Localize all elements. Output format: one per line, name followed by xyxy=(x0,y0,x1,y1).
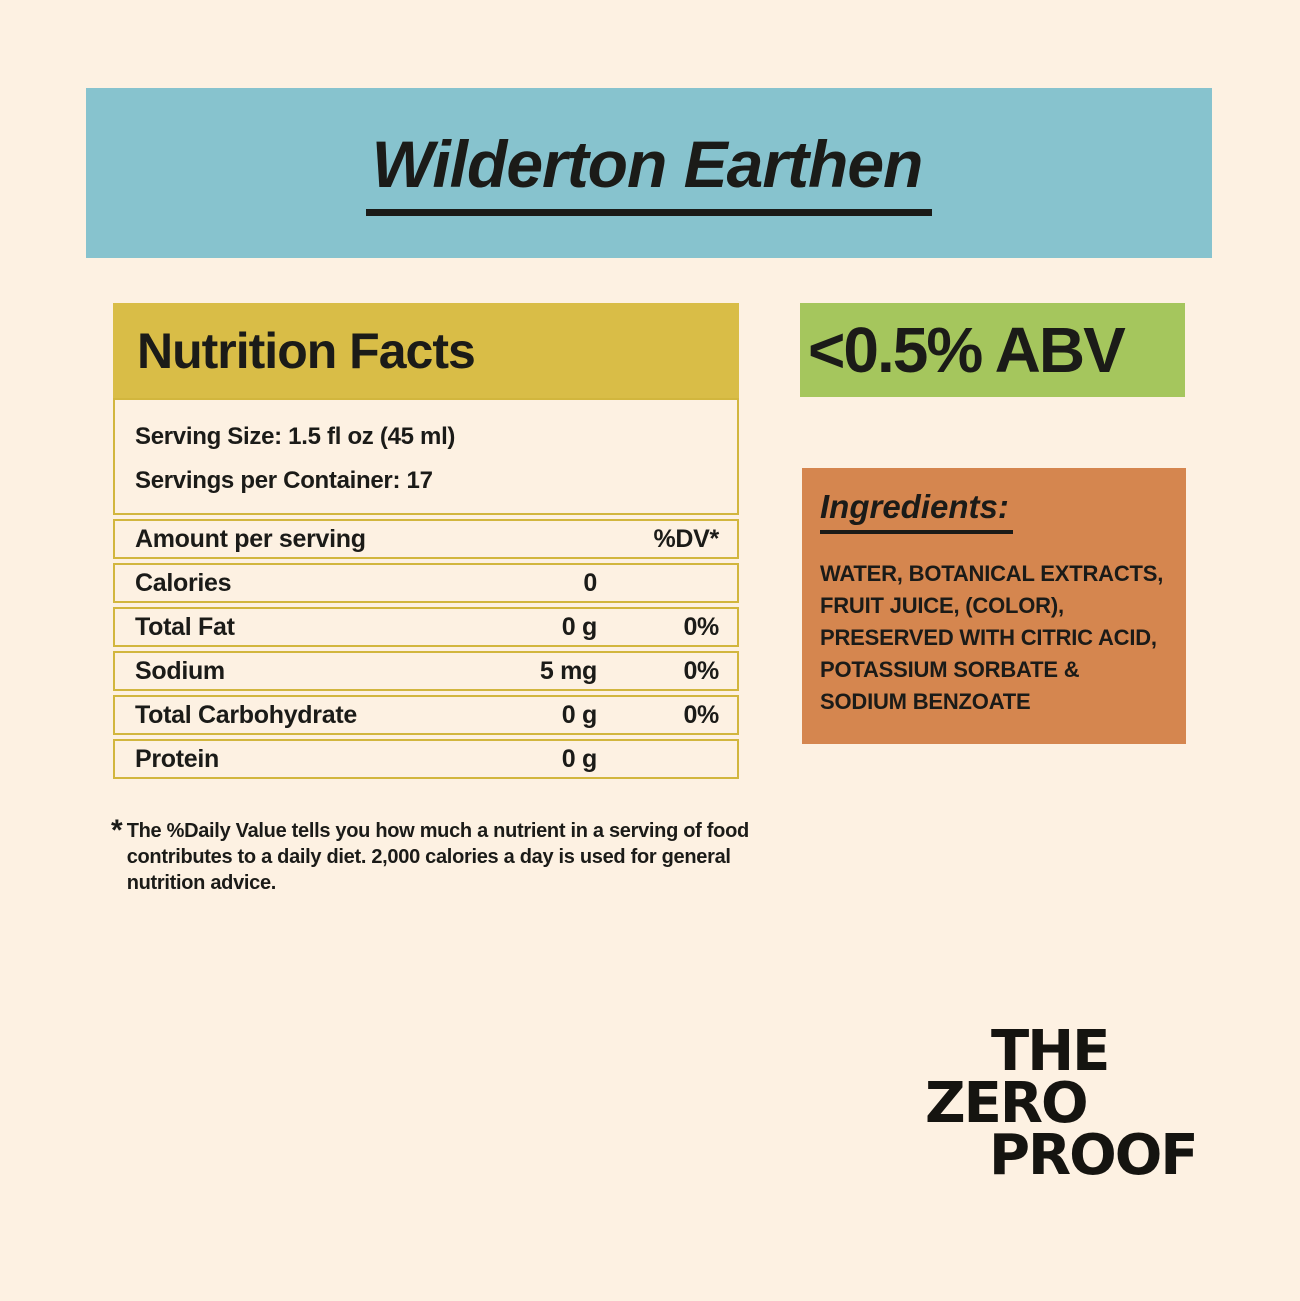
abv-badge: <0.5% ABV xyxy=(800,303,1185,397)
abv-value: <0.5% ABV xyxy=(808,314,1126,386)
amount-per-serving-header: Amount per serving xyxy=(135,524,366,553)
row-label: Total Fat xyxy=(135,612,235,641)
ingredients-box: Ingredients: WATER, BOTANICAL EXTRACTS, … xyxy=(802,468,1186,744)
dv-header: %DV* xyxy=(653,524,720,553)
title-banner: Wilderton Earthen xyxy=(86,88,1212,258)
table-row: Sodium 5 mg 0% xyxy=(113,651,739,691)
row-value: 5 mg xyxy=(539,656,597,685)
product-title: Wilderton Earthen xyxy=(365,131,933,216)
row-dv: 0% xyxy=(683,700,719,729)
row-label: Protein xyxy=(135,744,220,773)
row-label: Calories xyxy=(135,568,232,597)
the-zero-proof-logo: THE ZERO PROOF xyxy=(925,1019,1199,1188)
row-label: Sodium xyxy=(135,656,225,685)
ingredients-list: WATER, BOTANICAL EXTRACTS, FRUIT JUICE, … xyxy=(820,561,1164,714)
nutrition-facts-header: Nutrition Facts xyxy=(113,303,739,398)
row-value: 0 g xyxy=(561,700,598,729)
logo-line-zero: ZERO xyxy=(925,1071,1089,1136)
serving-info-box: Serving Size: 1.5 fl oz (45 ml) Servings… xyxy=(113,398,739,515)
row-dv: 0% xyxy=(683,656,719,685)
nutrition-facts-panel: Nutrition Facts Serving Size: 1.5 fl oz … xyxy=(113,303,739,779)
table-header-row: Amount per serving %DV* xyxy=(113,519,739,559)
ingredients-title: Ingredients: xyxy=(820,488,1013,534)
table-row: Calories 0 xyxy=(113,563,739,603)
asterisk: * xyxy=(111,814,123,847)
row-value: 0 g xyxy=(561,612,598,641)
table-row: Total Carbohydrate 0 g 0% xyxy=(113,695,739,735)
table-row: Protein 0 g xyxy=(113,739,739,779)
servings-per-container-text: Servings per Container: 17 xyxy=(135,467,433,494)
daily-value-footnote: * The %Daily Value tells you how much a … xyxy=(111,814,771,896)
table-row: Total Fat 0 g 0% xyxy=(113,607,739,647)
row-dv: 0% xyxy=(683,612,719,641)
logo-line-the: THE xyxy=(991,1019,1110,1084)
row-value: 0 xyxy=(583,568,597,597)
footnote-text: The %Daily Value tells you how much a nu… xyxy=(126,820,750,894)
nutrition-facts-title: Nutrition Facts xyxy=(137,322,476,379)
logo-line-proof: PROOF xyxy=(989,1123,1199,1188)
serving-size-text: Serving Size: 1.5 fl oz (45 ml) xyxy=(135,423,456,450)
row-label: Total Carbohydrate xyxy=(135,700,357,729)
row-value: 0 g xyxy=(561,744,598,773)
